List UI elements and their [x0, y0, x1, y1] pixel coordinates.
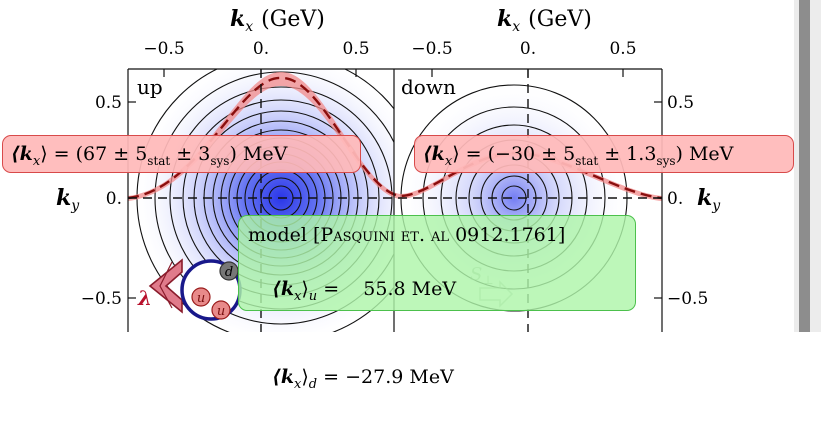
svg-text:u: u [197, 291, 205, 306]
quark-u [191, 287, 211, 307]
top-tick-label: 0.5 [609, 39, 636, 59]
result-up-box: ⟨kx⟩ = (67 ± 5stat ± 3sys) MeV [2, 135, 361, 173]
left-tick-label: 0. [106, 189, 122, 209]
tick-marks [128, 69, 662, 299]
left-tick-label: 0.5 [95, 93, 122, 113]
svg-text:d: d [225, 265, 233, 280]
ky-axis-label-left: ky [56, 185, 80, 214]
top-tick-label: 0. [253, 39, 269, 59]
hadron-illustration: λ d u u [137, 258, 242, 321]
lambda-label: λ [137, 286, 152, 310]
left-tick-label: −0.5 [81, 289, 122, 309]
right-tick-label: −0.5 [667, 289, 708, 309]
panel-label-up: up [137, 75, 163, 99]
kx-axis-label-right: kx (GeV) [497, 6, 592, 35]
panel-label-down: down [401, 75, 456, 99]
top-tick-label: 0. [520, 39, 536, 59]
scrollbar-thumb[interactable] [799, 0, 810, 332]
top-tick-label: 0.5 [342, 39, 369, 59]
result-down-box: ⟨kx⟩ = (−30 ± 5stat ± 1.3sys) MeV [414, 135, 794, 173]
quark-u [211, 300, 231, 320]
right-tick-label: 0. [667, 189, 683, 209]
model-u-row: ⟨kx⟩u = 55.8 MeV [272, 278, 457, 304]
top-tick-label: −0.5 [143, 39, 184, 59]
svg-text:u: u [217, 304, 225, 319]
ky-axis-label-right: ky [697, 185, 721, 214]
model-box: model [Pasquini et. al 0912.1761] ⟨kx⟩u … [238, 215, 636, 392]
result-up-text: ⟨kx⟩ = (67 ± 5stat ± 3sys) MeV [11, 143, 288, 169]
result-down-text: ⟨kx⟩ = (−30 ± 5stat ± 1.3sys) MeV [423, 143, 734, 169]
top-tick-label: −0.5 [411, 39, 452, 59]
model-d-row: ⟨kx⟩d = −27.9 MeV [272, 365, 454, 392]
right-tick-label: 0.5 [667, 93, 694, 113]
kx-axis-label-left: kx (GeV) [230, 6, 325, 35]
model-title: model [Pasquini et. al 0912.1761] [248, 224, 566, 246]
